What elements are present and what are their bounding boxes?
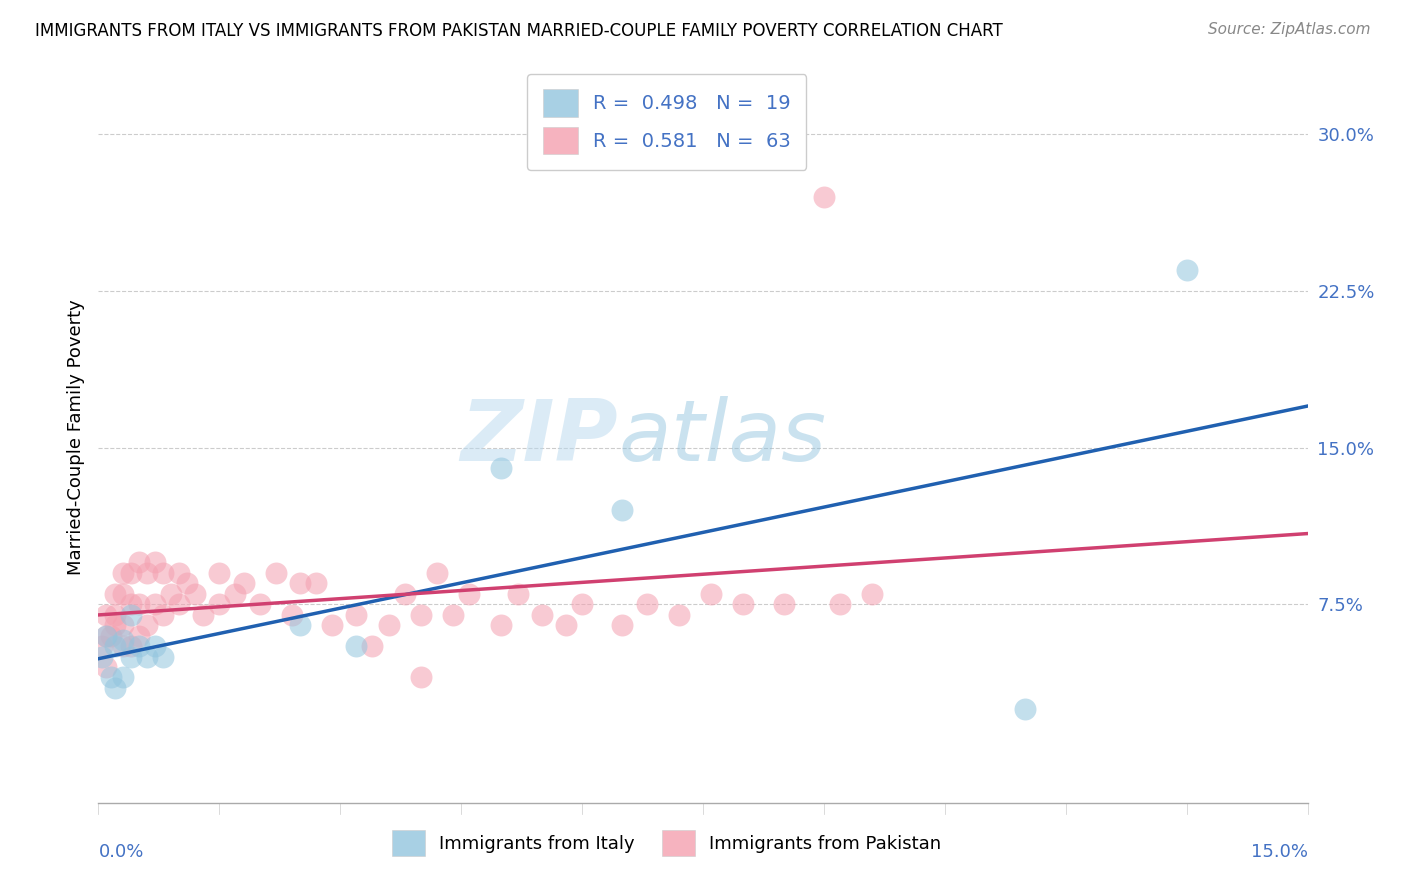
Point [152,566,174,580]
Point [506,587,529,601]
Y-axis label: Married-Couple Family Poverty: Married-Couple Family Poverty [66,299,84,575]
Point [128,597,150,611]
Point [143,597,166,611]
Point [143,639,166,653]
Point [281,607,304,622]
Point [458,587,481,601]
Point [772,597,794,611]
Point [193,607,215,622]
Point [224,587,246,601]
Point [305,576,328,591]
Point [636,597,658,611]
Point [111,587,134,601]
Point [91,649,114,664]
Point [700,587,723,601]
Point [344,639,367,653]
Point [111,632,134,647]
Point [491,461,513,475]
Point [612,618,634,632]
Legend: Immigrants from Italy, Immigrants from Pakistan: Immigrants from Italy, Immigrants from P… [385,823,948,863]
Point [361,639,384,653]
Point [103,639,125,653]
Point [111,566,134,580]
Text: 15.0%: 15.0% [1250,843,1308,861]
Point [491,618,513,632]
Point [555,618,578,632]
Point [426,566,449,580]
Point [344,607,367,622]
Point [128,629,150,643]
Point [135,566,157,580]
Point [103,681,125,695]
Point [120,597,142,611]
Point [249,597,271,611]
Point [288,576,311,591]
Point [128,556,150,570]
Point [96,629,118,643]
Text: atlas: atlas [619,395,827,479]
Point [232,576,254,591]
Point [120,639,142,653]
Point [120,607,142,622]
Point [733,597,755,611]
Point [409,670,432,684]
Point [813,190,835,204]
Point [668,607,690,622]
Point [120,566,142,580]
Point [828,597,851,611]
Point [208,566,231,580]
Point [167,597,190,611]
Point [409,607,432,622]
Point [96,607,118,622]
Point [612,503,634,517]
Point [103,618,125,632]
Point [135,649,157,664]
Point [152,607,174,622]
Point [208,597,231,611]
Point [111,618,134,632]
Point [91,639,114,653]
Point [441,607,464,622]
Text: 0.0%: 0.0% [98,843,143,861]
Point [100,629,122,643]
Point [120,649,142,664]
Point [264,566,287,580]
Point [135,618,157,632]
Point [143,556,166,570]
Point [128,639,150,653]
Point [288,618,311,632]
Text: IMMIGRANTS FROM ITALY VS IMMIGRANTS FROM PAKISTAN MARRIED-COUPLE FAMILY POVERTY : IMMIGRANTS FROM ITALY VS IMMIGRANTS FROM… [35,22,1002,40]
Point [103,587,125,601]
Point [184,587,207,601]
Point [167,566,190,580]
Point [96,629,118,643]
Text: ZIP: ZIP [461,395,619,479]
Point [1175,263,1198,277]
Point [100,670,122,684]
Point [394,587,416,601]
Point [160,587,183,601]
Point [321,618,343,632]
Point [96,660,118,674]
Point [571,597,593,611]
Point [860,587,883,601]
Point [111,670,134,684]
Point [176,576,198,591]
Point [103,607,125,622]
Point [111,639,134,653]
Point [152,649,174,664]
Point [1014,702,1036,716]
Point [530,607,553,622]
Point [377,618,399,632]
Text: Source: ZipAtlas.com: Source: ZipAtlas.com [1208,22,1371,37]
